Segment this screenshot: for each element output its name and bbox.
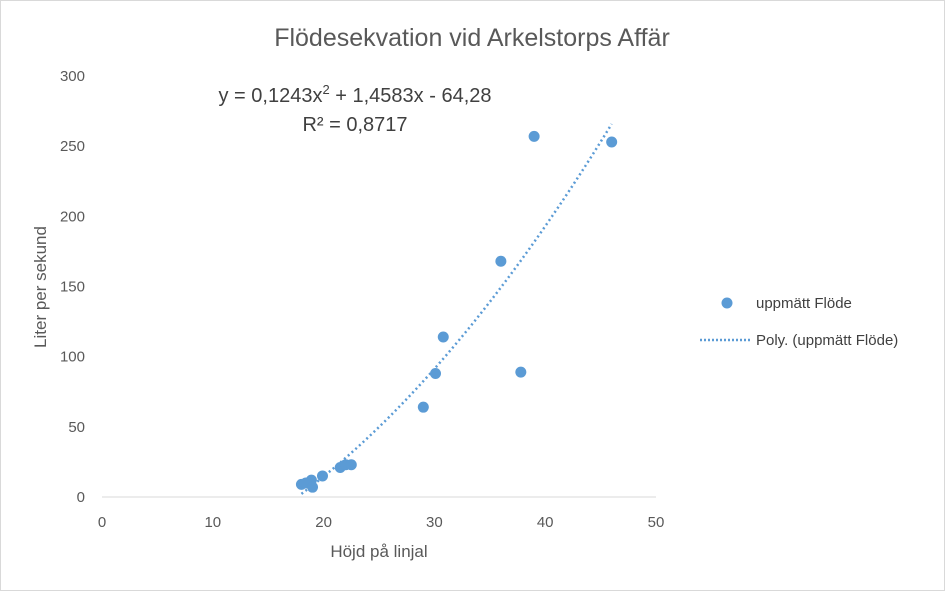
trendline-equation: y = 0,1243x2 + 1,4583x - 64,28 [219,82,492,107]
data-point [515,366,527,378]
y-tick-label: 150 [60,279,85,296]
x-tick-label: 0 [98,514,106,531]
x-tick-label: 50 [648,514,665,531]
legend-label-trendline: Poly. (uppmätt Flöde) [756,332,898,349]
data-point [307,481,319,493]
data-point [316,470,328,482]
trendline [300,123,613,495]
x-tick-label: 30 [426,514,443,531]
x-tick-label: 40 [537,514,554,531]
y-axis-title: Liter per sekund [31,226,50,348]
trendline-group [300,123,613,495]
x-tick-label: 20 [315,514,332,531]
data-point [495,255,507,267]
data-point [417,401,429,413]
y-tick-label: 100 [60,349,85,366]
y-tick-label: 50 [68,419,85,436]
y-tick-label: 250 [60,138,85,155]
y-tick-labels: 0 50 100 150 200 250 300 [60,68,85,506]
equation-rest: + 1,4583x - 64,28 [330,85,492,107]
x-axis-title: Höjd på linjal [330,542,427,561]
y-tick-label: 300 [60,68,85,85]
legend-marker-points [721,297,733,309]
x-tick-labels: 0 10 20 30 40 50 [98,514,665,531]
data-point [430,368,442,380]
equation-main: y = 0,1243x [219,85,323,107]
equation-superscript: 2 [322,82,329,97]
data-points-group [295,130,618,493]
data-point [606,136,618,148]
x-tick-label: 10 [204,514,221,531]
r-squared-label: R² = 0,8717 [302,114,407,136]
data-point [345,459,357,471]
data-point [528,130,540,142]
legend-label-points: uppmätt Flöde [756,295,852,312]
legend: uppmätt Flöde Poly. (uppmätt Flöde) [700,295,898,349]
data-point [437,331,449,343]
chart-title: Flödesekvation vid Arkelstorps Affär [274,24,670,52]
y-tick-label: 0 [77,489,85,506]
y-tick-label: 200 [60,208,85,225]
